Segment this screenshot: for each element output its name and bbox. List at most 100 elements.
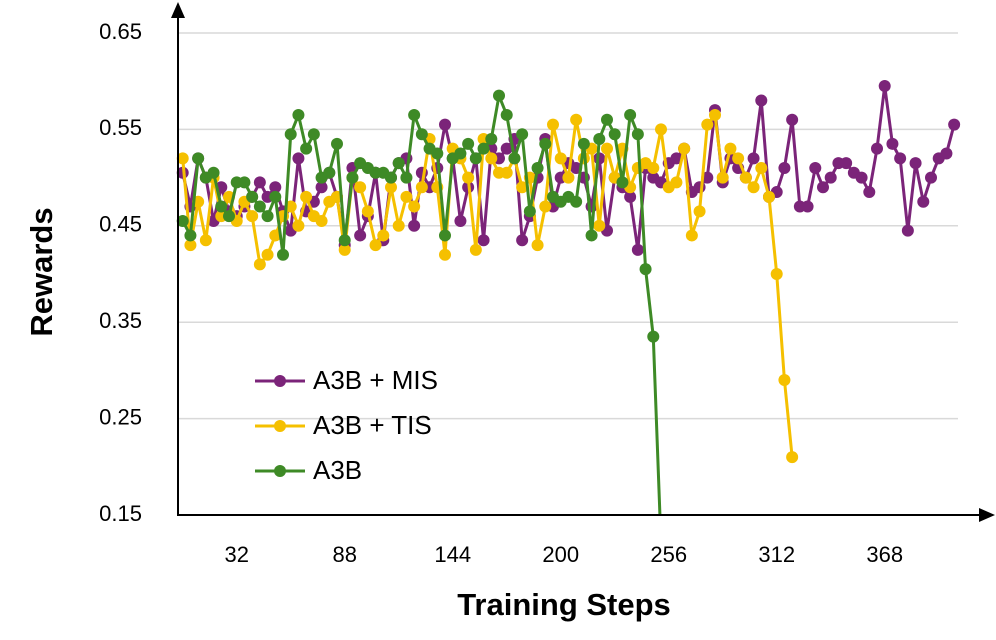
- series-marker: [678, 142, 691, 155]
- series-marker: [269, 181, 282, 194]
- series-marker: [469, 152, 482, 165]
- legend-label: A3B + MIS: [313, 365, 438, 395]
- series-marker: [500, 108, 513, 121]
- legend-label: A3B + TIS: [313, 410, 432, 440]
- series-marker: [631, 243, 644, 256]
- series-marker: [531, 161, 544, 174]
- series-marker: [354, 181, 367, 194]
- series-marker: [246, 190, 259, 203]
- series-marker: [901, 224, 914, 237]
- series-marker: [408, 200, 421, 213]
- series-marker: [253, 200, 266, 213]
- series-marker: [940, 147, 953, 160]
- series-marker: [485, 133, 498, 146]
- series-marker: [277, 248, 289, 261]
- series-marker: [724, 142, 737, 155]
- series-marker: [261, 248, 274, 261]
- series-marker: [462, 137, 475, 150]
- series-marker: [385, 171, 397, 184]
- series-marker: [585, 229, 598, 242]
- legend-marker: [274, 420, 286, 432]
- series-marker: [377, 229, 390, 242]
- series-marker: [886, 137, 899, 150]
- series-marker: [631, 128, 644, 141]
- series-marker: [415, 128, 428, 141]
- series-marker: [624, 190, 637, 203]
- legend-marker: [274, 375, 286, 387]
- series-marker: [909, 157, 922, 170]
- legend: A3B + MIS A3B + TIS A3B: [255, 365, 438, 485]
- series-marker: [331, 137, 343, 150]
- series-line: [181, 94, 662, 516]
- series-marker: [824, 171, 837, 184]
- x-axis-arrow: [979, 508, 995, 522]
- series-marker: [925, 171, 937, 184]
- series-marker: [338, 243, 351, 256]
- series-marker: [361, 205, 374, 218]
- series-line: [181, 113, 794, 458]
- series-marker: [392, 157, 405, 170]
- series-marker: [261, 210, 274, 223]
- x-tick-label: 368: [866, 542, 903, 567]
- series-marker: [755, 161, 768, 174]
- series-marker: [647, 330, 660, 343]
- series-marker: [338, 234, 351, 247]
- series-marker: [292, 108, 305, 121]
- series-marker: [894, 152, 907, 165]
- series-marker: [655, 123, 667, 136]
- series-marker: [439, 229, 451, 242]
- x-tick-label: 200: [542, 542, 579, 567]
- series-marker: [493, 89, 505, 102]
- series-marker: [801, 200, 814, 213]
- series-marker: [755, 94, 768, 107]
- series-marker: [477, 142, 490, 155]
- series-marker: [701, 118, 714, 131]
- y-axis-title: Rewards: [24, 207, 59, 336]
- series-marker: [454, 147, 467, 160]
- series-marker: [292, 219, 305, 232]
- series-marker: [415, 181, 428, 194]
- series-marker: [539, 200, 552, 213]
- series-marker: [917, 195, 930, 208]
- series-marker: [292, 152, 305, 165]
- series-marker: [408, 108, 421, 121]
- series-marker: [616, 176, 629, 189]
- series-marker: [431, 147, 444, 160]
- series-marker: [253, 176, 266, 189]
- series-marker: [547, 118, 559, 131]
- series-marker: [315, 214, 328, 227]
- series-marker: [778, 374, 791, 387]
- series-marker: [601, 113, 613, 126]
- series-marker: [184, 239, 197, 252]
- series-marker: [639, 263, 652, 276]
- series-marker: [840, 157, 853, 170]
- y-tick-label: 0.25: [99, 404, 142, 429]
- series-marker: [354, 229, 367, 242]
- series-marker: [786, 113, 799, 126]
- series-marker: [647, 161, 660, 174]
- series-marker: [184, 229, 197, 242]
- series-marker: [346, 171, 359, 184]
- series-marker: [577, 137, 590, 150]
- series-marker: [246, 210, 259, 223]
- x-tick-label: 256: [650, 542, 687, 567]
- series-marker: [554, 152, 567, 165]
- series-marker: [199, 234, 212, 247]
- series-marker: [523, 205, 536, 218]
- series-marker: [176, 214, 189, 227]
- series-marker: [516, 128, 529, 141]
- series-marker: [739, 171, 752, 184]
- series-marker: [817, 181, 829, 194]
- series-marker: [223, 210, 235, 223]
- series-marker: [670, 176, 683, 189]
- plot-area: [176, 80, 961, 516]
- series-marker: [400, 190, 413, 203]
- legend-marker: [274, 465, 286, 477]
- series-marker: [300, 142, 313, 155]
- series-marker: [207, 166, 220, 179]
- x-tick-label: 312: [758, 542, 795, 567]
- y-tick-label: 0.45: [99, 212, 142, 237]
- series-marker: [469, 243, 482, 256]
- grid: [178, 32, 958, 516]
- series-marker: [809, 161, 822, 174]
